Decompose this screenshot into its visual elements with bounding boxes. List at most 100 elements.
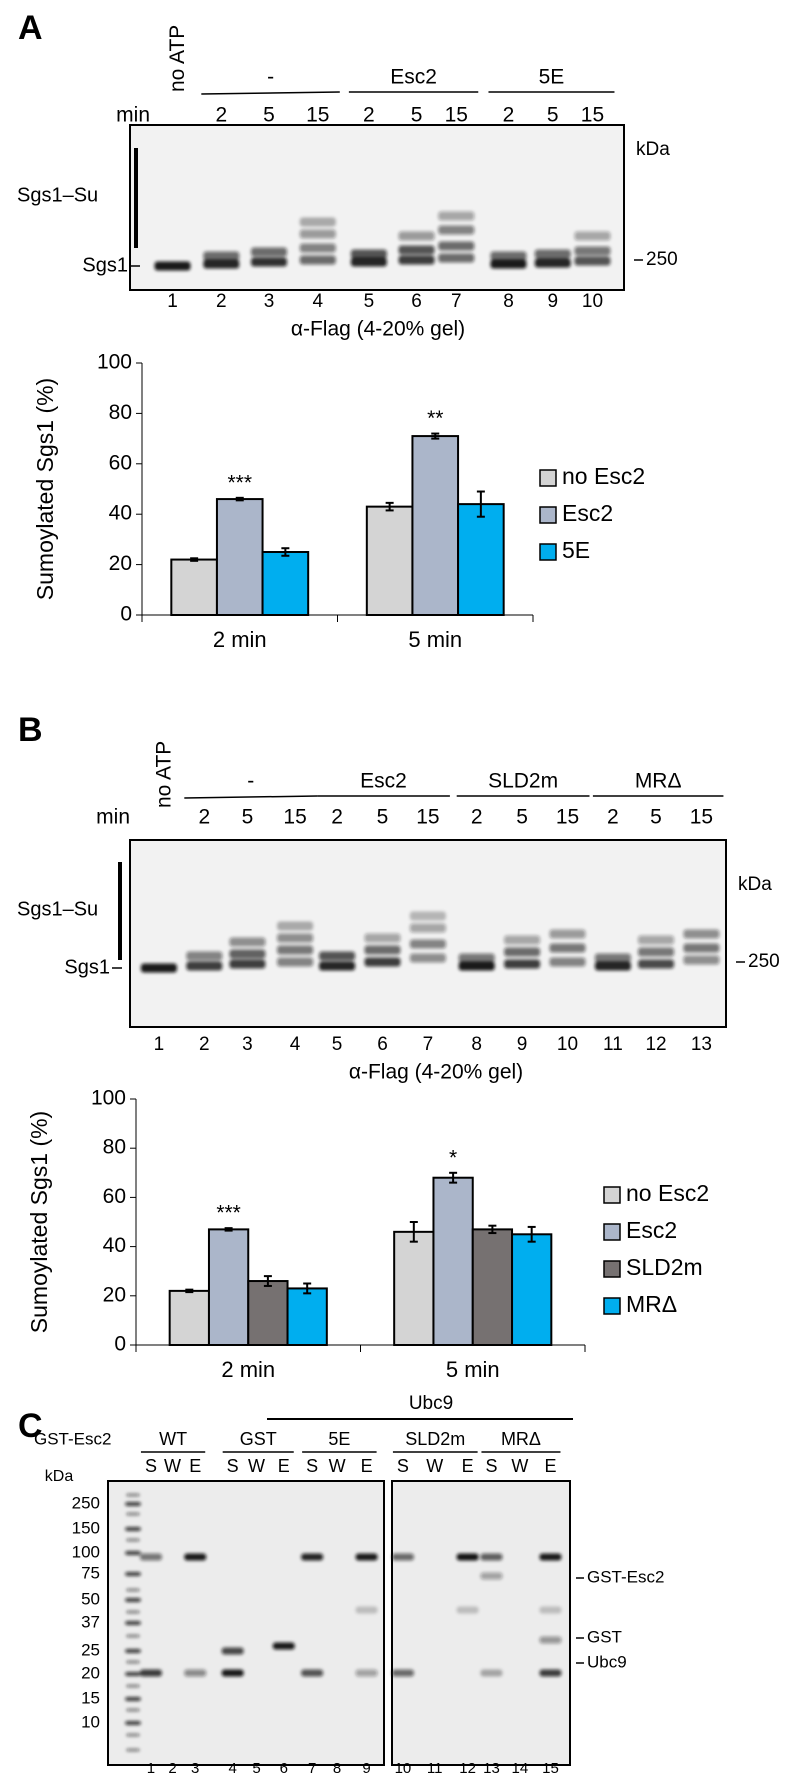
lane-number: 5 [252, 1760, 260, 1777]
band [125, 1572, 141, 1576]
lane-number: 5 [364, 291, 375, 312]
lane-number: 9 [547, 291, 558, 312]
band [186, 961, 223, 971]
legend-swatch [603, 1260, 621, 1278]
time-label: 2 [607, 806, 619, 829]
header: Ubc9 [409, 1393, 453, 1414]
marker-label: 75 [81, 1563, 100, 1582]
band [490, 259, 527, 269]
group-label: - [247, 770, 254, 793]
fraction: W [329, 1456, 346, 1476]
band [299, 255, 336, 265]
band [203, 251, 240, 261]
marker-label: 15 [81, 1688, 100, 1707]
no-atp: no ATP [166, 25, 189, 92]
group-label: 5E [328, 1429, 350, 1449]
sgs1-su: Sgs1–Su [17, 898, 98, 920]
band [319, 951, 356, 961]
band [594, 961, 631, 971]
band [364, 945, 401, 955]
band [539, 1636, 562, 1644]
lane-number: 6 [280, 1760, 288, 1777]
band [398, 245, 435, 255]
time-label: 15 [283, 806, 306, 829]
y-tick-label: 40 [103, 1234, 126, 1257]
lane-number: 6 [377, 1034, 388, 1055]
band [301, 1669, 324, 1677]
time-label: 2 [503, 104, 515, 127]
y-axis-label: Sumoylated Sgs1 (%) [26, 1111, 52, 1333]
group-label: Esc2 [390, 66, 437, 89]
fraction: E [278, 1456, 290, 1476]
error-bar [476, 490, 485, 518]
band [438, 253, 475, 263]
time-label: 5 [650, 806, 662, 829]
lane-number: 3 [191, 1760, 199, 1777]
legend-label: no Esc2 [562, 463, 645, 489]
band [272, 1642, 295, 1650]
lane-number: 3 [264, 291, 275, 312]
marker: 250 [646, 249, 678, 270]
band [126, 1708, 140, 1712]
band [350, 257, 387, 267]
fraction: W [164, 1456, 181, 1476]
time-label: 2 [215, 104, 227, 127]
fraction: E [189, 1456, 201, 1476]
group-label: SLD2m [405, 1429, 465, 1449]
time-label: 2 [363, 104, 375, 127]
bar [365, 505, 414, 617]
sgs1: Sgs1 [64, 956, 110, 978]
band [409, 923, 446, 933]
band [126, 1493, 140, 1497]
time-label: 2 [331, 806, 343, 829]
lane-number: 13 [691, 1034, 712, 1055]
lane-number: 1 [147, 1760, 155, 1777]
kda: kDa [738, 874, 772, 895]
band [126, 1538, 140, 1542]
lane-number: 3 [242, 1034, 253, 1055]
band [409, 911, 446, 921]
fraction: S [397, 1456, 409, 1476]
marker-label: 25 [81, 1640, 100, 1659]
group-label: - [267, 66, 274, 89]
band [480, 1572, 503, 1580]
marker-label: 50 [81, 1589, 100, 1608]
legend-swatch [603, 1186, 621, 1204]
band [534, 249, 571, 259]
band [126, 1610, 140, 1614]
band [398, 255, 435, 265]
y-tick-label: 100 [97, 351, 132, 374]
band [221, 1647, 244, 1655]
band [277, 921, 314, 931]
band [184, 1553, 207, 1561]
legend-label: MRΔ [626, 1291, 677, 1317]
band [683, 943, 720, 953]
legend-label: Esc2 [626, 1217, 677, 1243]
gel-bands [125, 211, 720, 1752]
y-tick-label: 0 [114, 1333, 126, 1356]
error-bar [449, 1171, 458, 1184]
lane-number: 1 [154, 1034, 165, 1055]
fraction: E [544, 1456, 556, 1476]
band [126, 1733, 140, 1737]
bar [511, 1233, 553, 1347]
lane-number: 10 [395, 1760, 412, 1777]
antibody: α-Flag (4-20% gel) [349, 1061, 523, 1084]
band [398, 231, 435, 241]
group-label: SLD2m [488, 770, 558, 793]
band [229, 959, 266, 969]
band [438, 225, 475, 235]
marker-label: 20 [81, 1663, 100, 1682]
y-tick-label: 20 [103, 1283, 126, 1306]
fraction: W [511, 1456, 528, 1476]
band [549, 943, 586, 953]
band [456, 1553, 479, 1561]
band [229, 949, 266, 959]
legend-label: no Esc2 [626, 1180, 709, 1206]
fraction: E [462, 1456, 474, 1476]
fraction: S [485, 1456, 497, 1476]
x-tick-label: 5 min [408, 627, 462, 652]
lane-number: 9 [362, 1760, 370, 1777]
panel-label: B [18, 711, 43, 749]
band [125, 1502, 141, 1506]
